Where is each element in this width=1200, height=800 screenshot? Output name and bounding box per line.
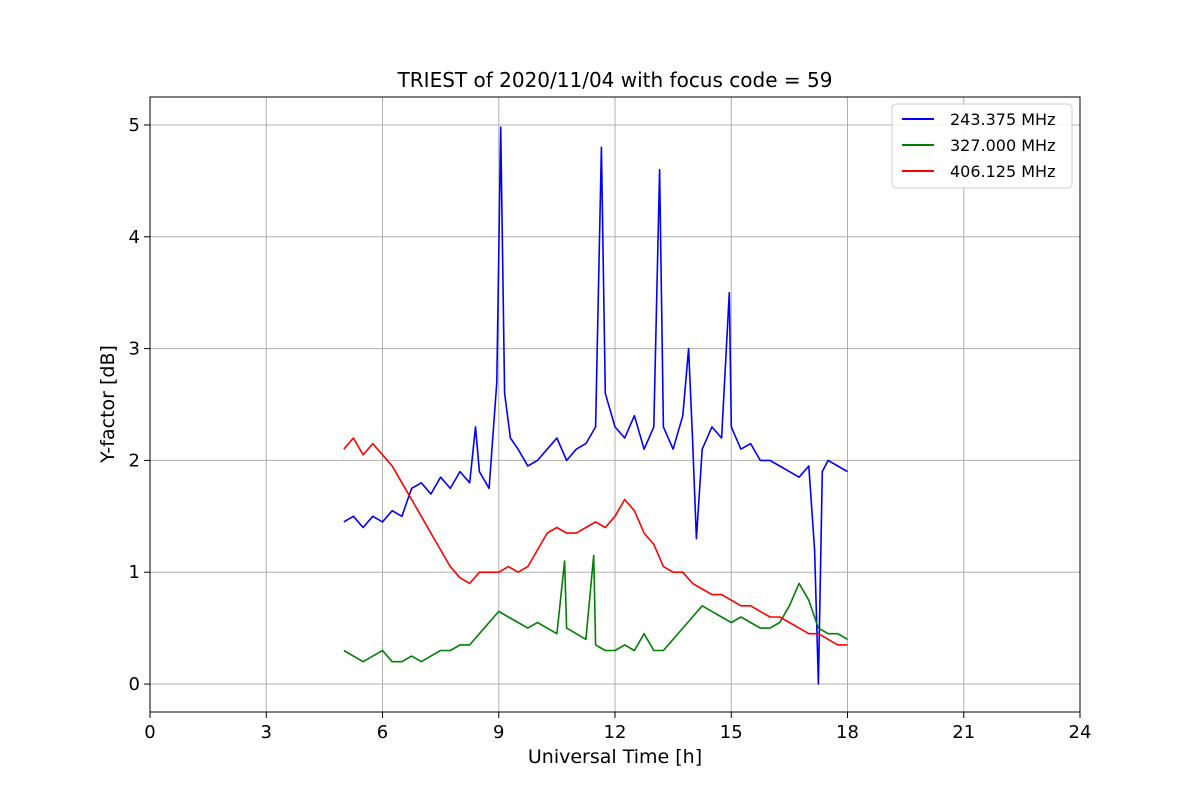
chart-title: TRIEST of 2020/11/04 with focus code = 5… [397, 68, 833, 92]
legend-entry: 243.375 MHz [950, 110, 1055, 129]
x-tick-label: 21 [952, 722, 975, 743]
x-tick-label: 9 [493, 722, 504, 743]
x-tick-label: 12 [604, 722, 627, 743]
x-tick-label: 0 [144, 722, 155, 743]
series-line-2 [343, 554, 848, 663]
series-line-1 [343, 126, 848, 685]
y-tick-label: 1 [129, 562, 140, 583]
x-tick-label: 18 [836, 722, 859, 743]
x-axis-label: Universal Time [h] [528, 746, 702, 768]
y-tick-label: 3 [129, 339, 140, 360]
series-line-3 [343, 437, 848, 646]
y-tick-label: 5 [129, 115, 140, 136]
x-tick-label: 24 [1069, 722, 1092, 743]
legend-entry: 406.125 MHz [950, 162, 1055, 181]
x-tick-label: 6 [377, 722, 388, 743]
grid [149, 97, 1081, 712]
y-tick-label: 4 [129, 227, 140, 248]
x-tick-label: 3 [261, 722, 272, 743]
legend-entry: 327.000 MHz [950, 136, 1055, 155]
y-tick-label: 0 [129, 674, 140, 695]
legend-box [891, 103, 1073, 189]
legend: 243.375 MHz 327.000 MHz 406.125 MHz [891, 103, 1073, 189]
y-axis-label: Y-factor [dB] [97, 345, 119, 464]
y-tick-label: 2 [129, 450, 140, 471]
series-layer [343, 126, 848, 685]
x-tick-label: 15 [720, 722, 743, 743]
